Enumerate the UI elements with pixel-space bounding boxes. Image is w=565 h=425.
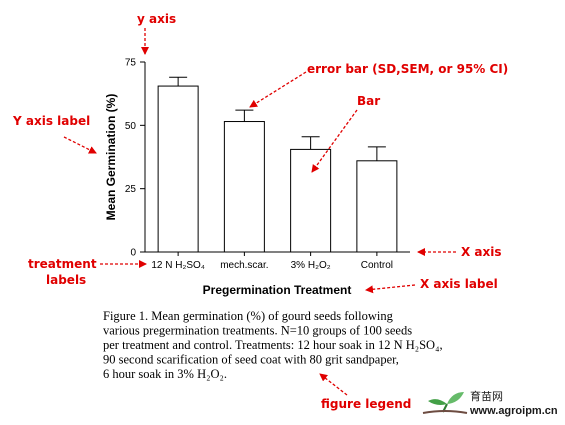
annotation-x-axis-label: X axis label [420, 277, 498, 291]
error-bars [169, 76, 386, 161]
bar [223, 121, 265, 253]
figure-legend-line: per treatment and control. Treatments: 1… [103, 338, 443, 352]
annotation-arrow-error-bar [249, 71, 307, 108]
annotation-figure-legend: figure legend [321, 397, 411, 411]
x-tick-label: 12 N H₂SO₄ [151, 260, 205, 271]
annotation-error-bar: error bar (SD,SEM, or 95% CI) [307, 62, 508, 76]
bar [290, 148, 332, 253]
bars [157, 85, 398, 253]
logo-url: www.agroipm.cn [469, 405, 558, 417]
x-axis-title: Pregermination Treatment [203, 283, 352, 297]
annotation-arrow-figure-legend [319, 373, 348, 396]
figure-legend-line: 90 second scarification of seed coat wit… [103, 353, 399, 367]
annotation-arrow-bar [311, 109, 358, 173]
seedling-icon [422, 392, 468, 414]
figure-legend-line: various pregermination treatments. N=10 … [103, 324, 412, 338]
figure-legend-line: 6 hour soak in 3% H₂O₂. [103, 367, 227, 381]
y-tick-label: 50 [125, 121, 137, 132]
annotation-arrow-x-axis-label [365, 284, 416, 294]
y-axis-title: Mean Germination (%) [104, 94, 118, 221]
annotation-x-axis: X axis [461, 245, 502, 259]
logo-text-cn: 育苗网 [470, 389, 503, 403]
x-tick-label: 3% H₂O₂ [291, 260, 331, 271]
annotation-y-axis-label: Y axis label [12, 114, 90, 128]
annotation-y-axis: y axis [137, 12, 176, 26]
x-tick-label: Control [361, 260, 393, 271]
figure-legend-line: Figure 1. Mean germination (%) of gourd … [103, 309, 394, 323]
y-tick-label: 75 [125, 58, 137, 69]
figure-legend: Figure 1. Mean germination (%) of gourd … [103, 309, 443, 381]
annotation-treatment-labels-line2: labels [46, 273, 86, 287]
annotation-arrow-y-axis-label [63, 136, 97, 154]
annotation-bar: Bar [357, 94, 380, 108]
annotation-treatment-labels-line1: treatment [28, 257, 97, 271]
y-tick-label: 0 [130, 248, 136, 259]
bar [157, 85, 199, 253]
site-logo: 育苗网 www.agroipm.cn [422, 389, 558, 417]
x-tick-label: mech.scar. [220, 260, 268, 271]
y-tick-label: 25 [125, 184, 137, 195]
annotations: y axis Y axis label error bar (SD,SEM, o… [12, 12, 508, 411]
x-tick-labels: 12 N H₂SO₄ mech.scar. 3% H₂O₂ Control [151, 252, 393, 271]
bar [356, 160, 398, 253]
y-ticks: 0 25 50 75 [125, 58, 145, 259]
